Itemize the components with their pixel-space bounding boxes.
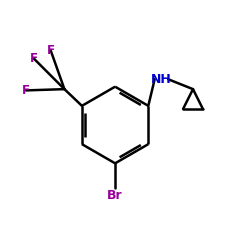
Text: Br: Br — [107, 189, 123, 202]
Text: F: F — [22, 84, 30, 97]
Text: F: F — [30, 52, 38, 65]
Text: NH: NH — [150, 73, 171, 86]
Text: F: F — [47, 44, 55, 57]
